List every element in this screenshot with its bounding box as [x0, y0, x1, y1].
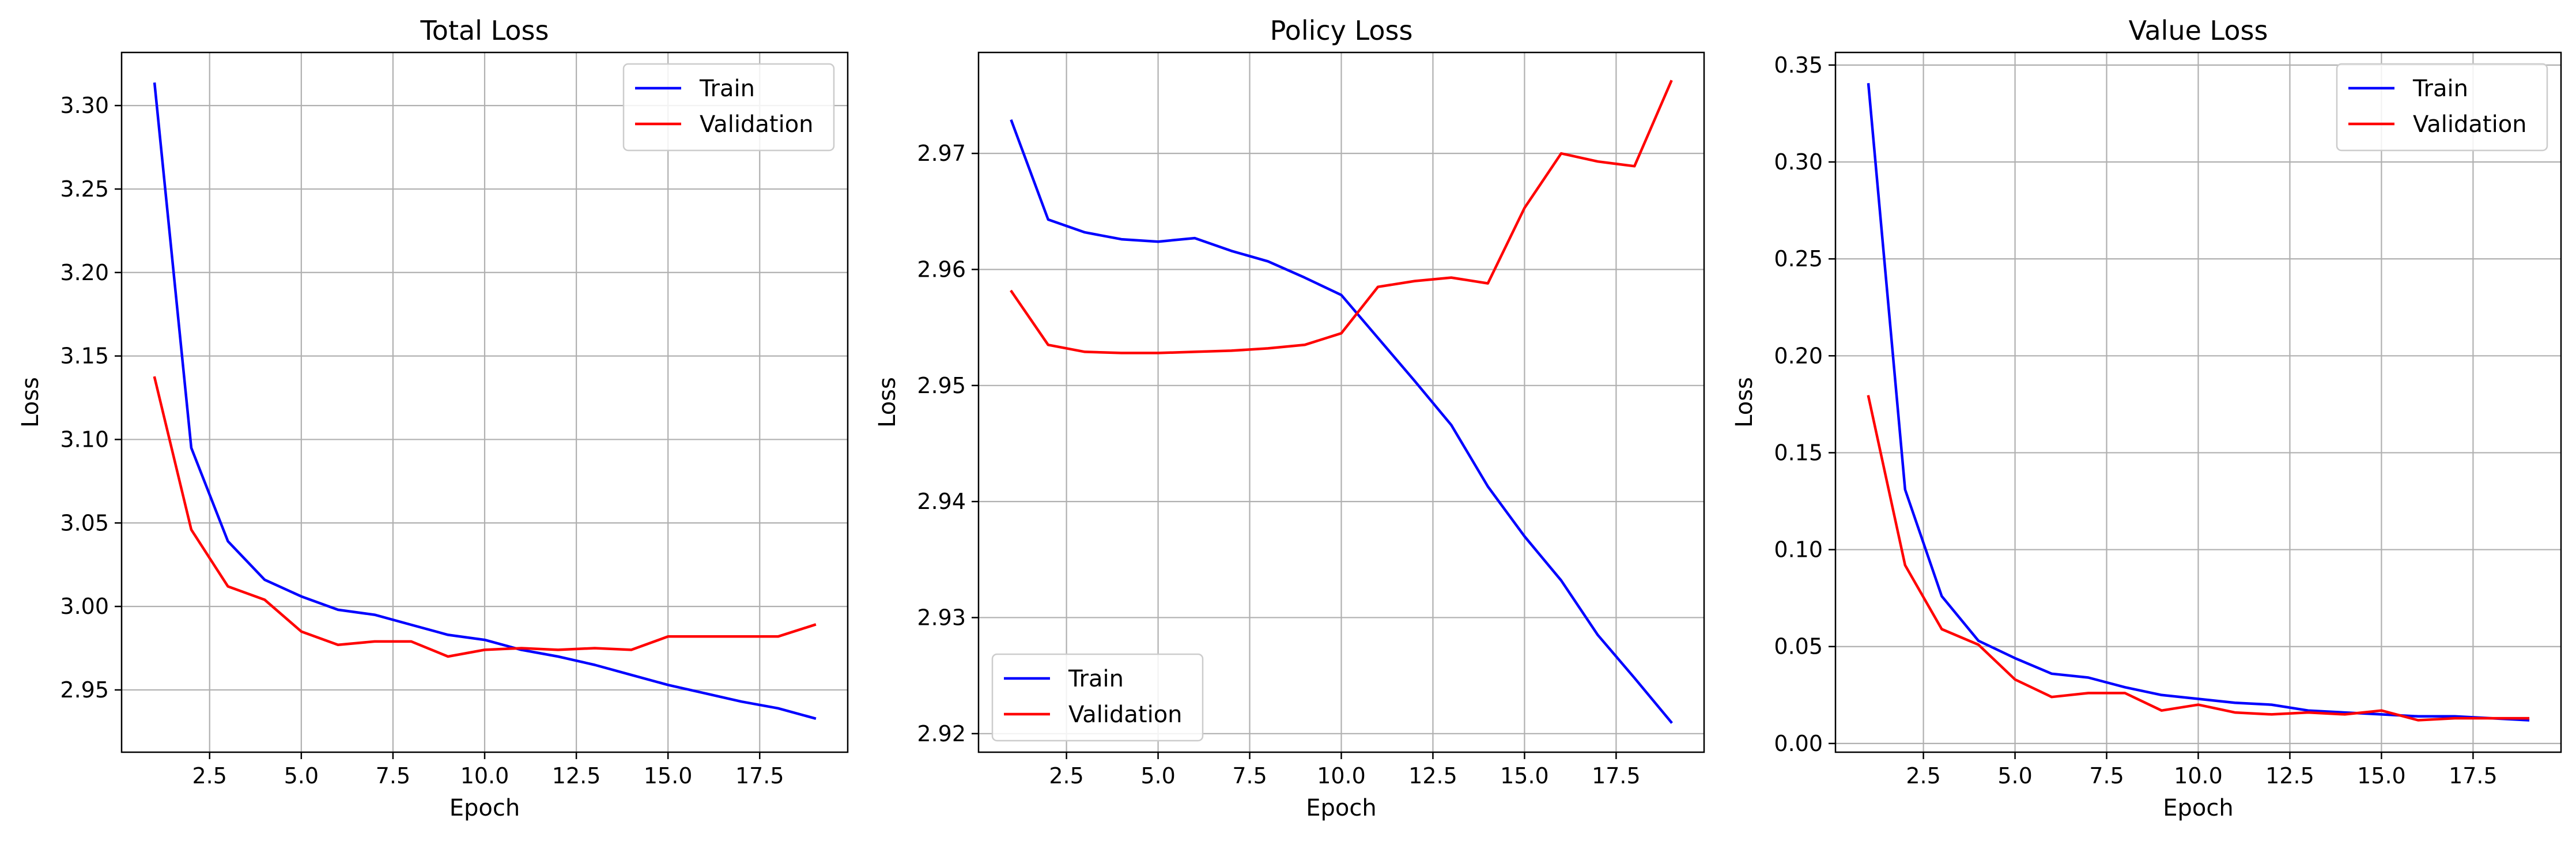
legend-label-validation: Validation [2413, 111, 2527, 138]
x-tick-label: 2.5 [1906, 763, 1940, 789]
x-tick-label: 10.0 [460, 763, 509, 789]
x-tick-label: 17.5 [735, 763, 784, 789]
chart-panel-1: 2.5 5.0 7.5 10.0 12.5 15.0 17.5 2.95 3.00 3.05 3.1… [17, 15, 849, 821]
y-axis-label: Loss [874, 377, 901, 428]
x-tick-label: 12.5 [552, 763, 601, 789]
y-tick-label: 0.00 [1774, 731, 1823, 756]
chart-title: Value Loss [2129, 15, 2268, 46]
y-tick-label: 3.10 [60, 427, 109, 452]
x-tick-label: 7.5 [1232, 763, 1267, 789]
x-tick-label: 10.0 [2174, 763, 2223, 789]
chart-title: Total Loss [420, 15, 549, 46]
chart-panel-2: 2.5 5.0 7.5 10.0 12.5 15.0 17.5 2.92 2.93 2.94 2.9… [874, 15, 1705, 821]
series-line-validation [1010, 80, 1673, 354]
x-tick-label: 12.5 [1408, 763, 1457, 789]
y-tick-label: 3.05 [60, 510, 109, 535]
y-tick-label: 3.25 [60, 176, 109, 202]
y-tick-label: 2.94 [917, 489, 966, 514]
y-tick-label: 3.00 [60, 594, 109, 619]
series-line-train [1867, 83, 2530, 722]
x-tick-label: 5.0 [1140, 763, 1175, 789]
x-tick-label: 17.5 [1592, 763, 1641, 789]
x-tick-label: 15.0 [2357, 763, 2406, 789]
y-tick-label: 2.95 [60, 677, 109, 703]
series-line-train [153, 82, 817, 720]
series-line-train [1010, 119, 1673, 724]
legend-box [622, 63, 835, 152]
x-tick-label: 17.5 [2449, 763, 2498, 789]
legend: Train Validation [991, 653, 1204, 742]
legend-label-train: Train [1068, 666, 1124, 692]
x-tick-label: 7.5 [2089, 763, 2124, 789]
x-tick-label: 7.5 [376, 763, 410, 789]
legend-box [991, 653, 1204, 742]
x-tick-label: 15.0 [644, 763, 693, 789]
chart-title: Policy Loss [1270, 15, 1413, 46]
legend-label-train: Train [699, 76, 755, 102]
legend-label-validation: Validation [700, 111, 814, 138]
y-axis-label: Loss [17, 377, 44, 428]
x-tick-label: 2.5 [1049, 763, 1083, 789]
y-tick-label: 3.20 [60, 260, 109, 285]
x-tick-label: 12.5 [2265, 763, 2314, 789]
legend-box [2336, 63, 2548, 152]
y-axis-label: Loss [1731, 377, 1758, 428]
y-tick-label: 2.96 [917, 256, 966, 282]
y-tick-label: 2.97 [917, 141, 966, 166]
y-tick-label: 0.30 [1774, 149, 1823, 175]
y-tick-label: 2.95 [917, 373, 966, 398]
x-tick-label: 10.0 [1317, 763, 1366, 789]
legend-label-train: Train [2412, 76, 2468, 102]
y-tick-label: 0.20 [1774, 343, 1823, 368]
y-tick-label: 2.93 [917, 605, 966, 630]
x-tick-label: 5.0 [1997, 763, 2032, 789]
x-axis-label: Epoch [1306, 795, 1376, 821]
series-line-validation [153, 376, 817, 658]
x-tick-label: 15.0 [1500, 763, 1549, 789]
legend: Train Validation [2336, 63, 2548, 152]
y-tick-label: 0.15 [1774, 440, 1823, 465]
legend: Train Validation [622, 63, 835, 152]
legend-label-validation: Validation [1068, 701, 1183, 728]
x-tick-label: 2.5 [192, 763, 227, 789]
x-tick-label: 5.0 [284, 763, 319, 789]
x-axis-label: Epoch [2163, 795, 2233, 821]
y-tick-label: 2.92 [917, 721, 966, 746]
y-tick-label: 0.35 [1774, 52, 1823, 78]
series-line-validation [1867, 395, 2530, 722]
y-tick-label: 3.30 [60, 93, 109, 118]
x-axis-label: Epoch [450, 795, 520, 821]
y-tick-label: 3.15 [60, 344, 109, 369]
y-tick-label: 0.05 [1774, 634, 1823, 659]
y-tick-label: 0.10 [1774, 537, 1823, 563]
chart-panel-3: 2.5 5.0 7.5 10.0 12.5 15.0 17.5 0.00 0.05 0.10 0.1… [1731, 15, 2562, 821]
y-tick-label: 0.25 [1774, 246, 1823, 271]
